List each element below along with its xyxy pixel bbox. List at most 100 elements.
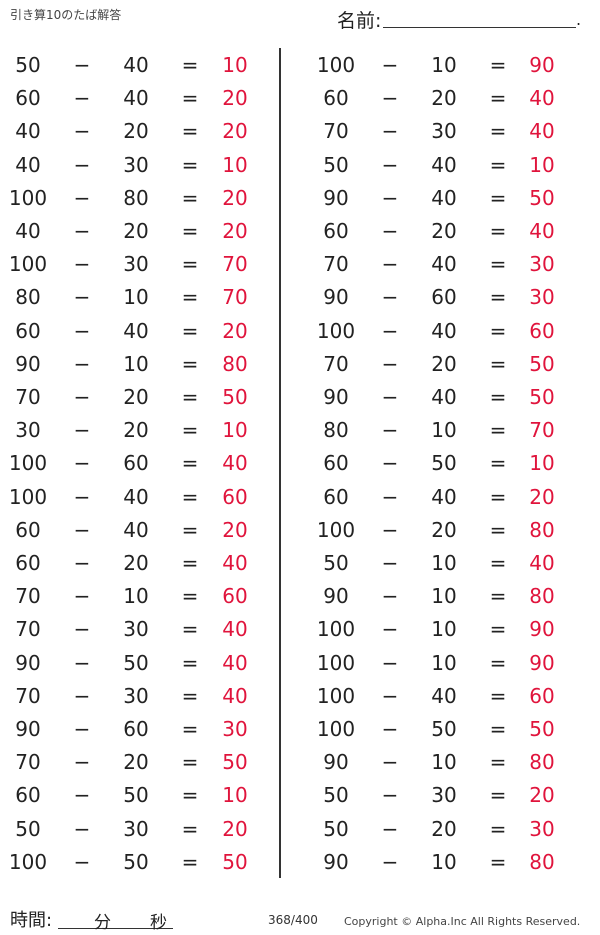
answer: 40 [529,219,555,243]
answer: 50 [529,717,555,741]
minus-sign: − [73,119,91,144]
subtrahend: 40 [431,152,457,177]
equals-sign: = [489,318,507,343]
page-number: 368/400 [268,913,318,927]
time-field-line [58,928,173,929]
answer: 10 [529,451,555,476]
answer: 80 [529,849,555,874]
subtrahend: 10 [431,551,457,575]
answer: 20 [222,318,248,343]
subtrahend: 20 [123,551,149,575]
minus-sign: − [381,185,399,210]
answer: 30 [529,816,555,841]
name-end-dot: . [576,10,582,29]
answer: 20 [529,783,555,808]
equals-sign: = [181,849,199,874]
answer: 60 [222,584,248,609]
answer: 10 [222,783,248,808]
minus-sign: − [73,849,91,874]
minuend: 100 [316,318,356,343]
answer: 10 [222,152,248,177]
equals-sign: = [489,418,507,443]
equals-sign: = [181,219,199,243]
minuend: 80 [323,418,349,443]
answer: 10 [529,152,555,177]
minus-sign: − [381,783,399,808]
minus-sign: − [73,617,91,642]
minus-sign: − [381,717,399,741]
minuend: 60 [323,86,349,111]
time-label: 時間: [10,910,53,931]
subtrahend: 30 [123,683,149,708]
subtrahend: 20 [123,418,149,443]
answer: 30 [529,252,555,277]
minus-sign: − [73,252,91,277]
equals-sign: = [489,683,507,708]
column-divider [279,48,281,878]
subtrahend: 30 [431,119,457,144]
equals-sign: = [181,816,199,841]
minus-sign: − [73,750,91,775]
minus-sign: − [381,849,399,874]
equals-sign: = [181,650,199,675]
subtrahend: 40 [431,318,457,343]
equals-sign: = [181,551,199,575]
minus-sign: − [73,318,91,343]
equals-sign: = [181,484,199,509]
minus-sign: − [381,816,399,841]
answer: 10 [222,418,248,443]
minus-sign: − [381,53,399,77]
subtrahend: 30 [123,152,149,177]
subtrahend: 20 [431,219,457,243]
equals-sign: = [181,318,199,343]
minuend: 100 [316,617,356,642]
answer: 80 [529,750,555,775]
answer: 40 [222,451,248,476]
answer: 50 [222,849,248,874]
subtrahend: 10 [431,849,457,874]
copyright: Copyright © Alpha.Inc All Rights Reserve… [344,915,581,928]
minuend: 100 [8,849,48,874]
minuend: 90 [15,351,41,376]
equals-sign: = [489,617,507,642]
answer: 50 [222,750,248,775]
minuend: 40 [15,152,41,177]
minus-sign: − [73,484,91,509]
equals-sign: = [489,285,507,310]
minutes-label: 分 [94,913,111,933]
answer: 20 [222,517,248,542]
minus-sign: − [73,152,91,177]
equals-sign: = [489,252,507,277]
equals-sign: = [181,683,199,708]
minuend: 100 [316,683,356,708]
answer: 20 [222,185,248,210]
minuend: 50 [323,783,349,808]
equals-sign: = [489,650,507,675]
minuend: 50 [323,152,349,177]
minuend: 80 [15,285,41,310]
minus-sign: − [73,451,91,476]
subtrahend: 40 [123,53,149,77]
answer: 40 [529,119,555,144]
minuend: 50 [323,551,349,575]
subtrahend: 20 [123,219,149,243]
subtrahend: 10 [123,351,149,376]
minuend: 70 [323,351,349,376]
equals-sign: = [181,750,199,775]
minus-sign: − [381,119,399,144]
answer: 10 [222,53,248,77]
minus-sign: − [73,717,91,741]
minus-sign: − [381,584,399,609]
equals-sign: = [489,484,507,509]
minus-sign: − [381,385,399,409]
answer: 40 [222,650,248,675]
equals-sign: = [181,53,199,77]
equals-sign: = [489,451,507,476]
minus-sign: − [381,617,399,642]
subtrahend: 40 [123,318,149,343]
minuend: 50 [323,816,349,841]
equals-sign: = [489,53,507,77]
minus-sign: − [73,385,91,409]
minus-sign: − [381,683,399,708]
